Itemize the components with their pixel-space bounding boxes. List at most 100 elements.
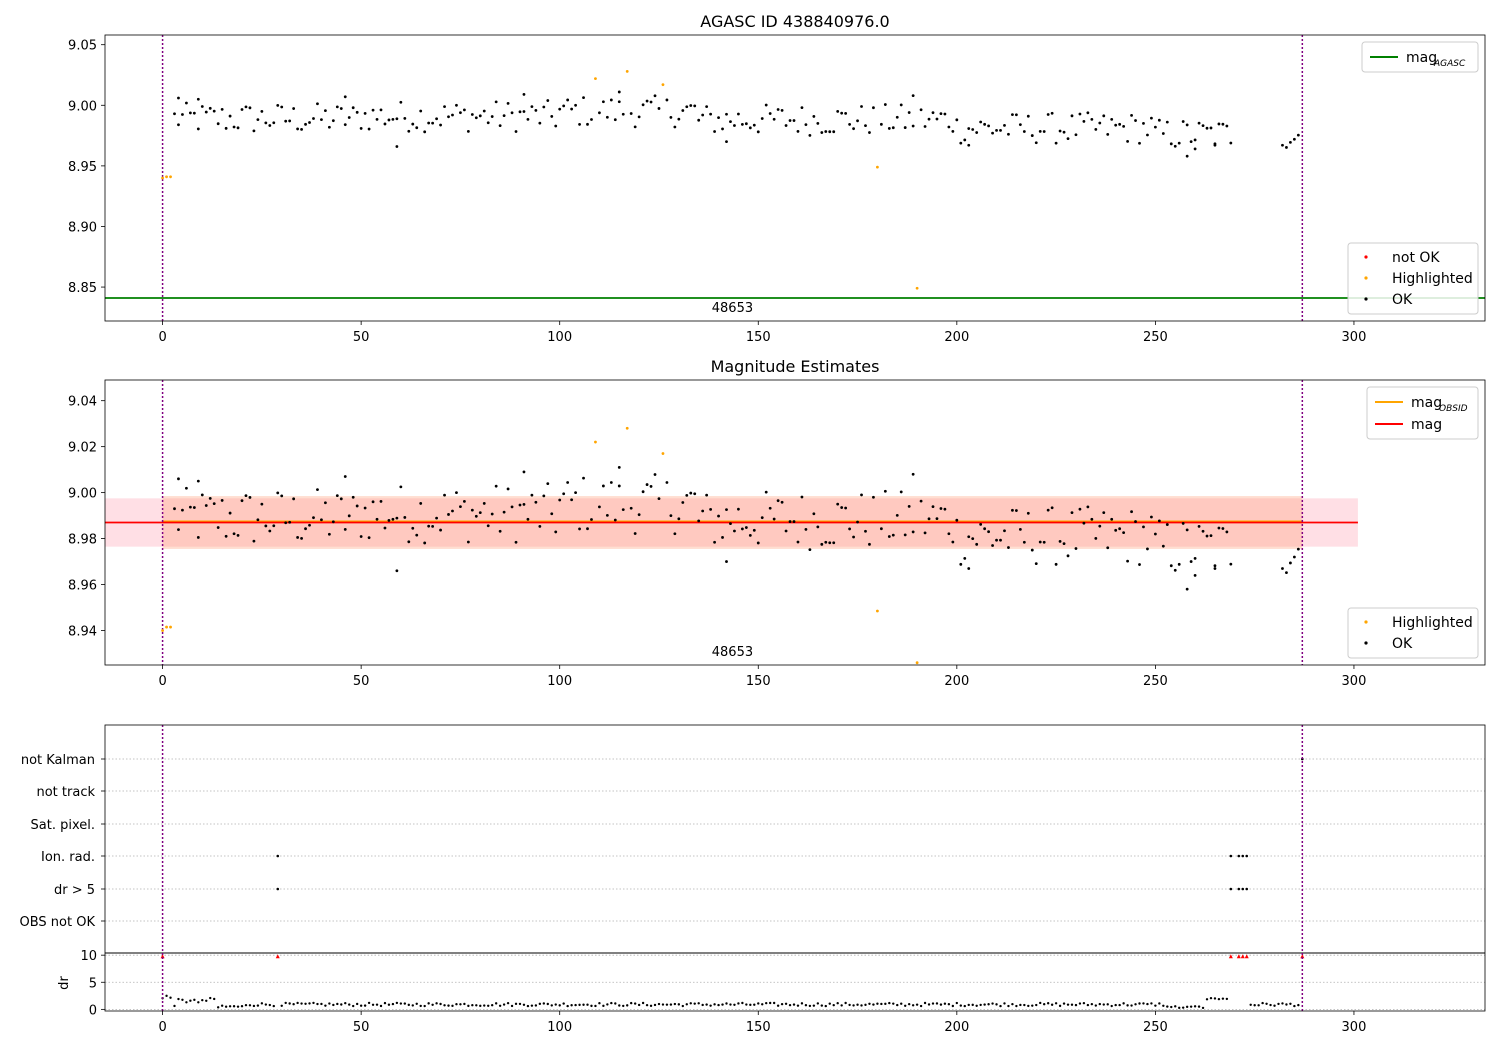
ok-point bbox=[1181, 120, 1185, 123]
dr-point bbox=[614, 1002, 617, 1005]
ok-point bbox=[216, 122, 220, 126]
ok-point bbox=[792, 520, 796, 523]
flag-point bbox=[1241, 854, 1245, 858]
dr-point bbox=[860, 1004, 863, 1007]
dr-point bbox=[1201, 1006, 1205, 1010]
dr-point bbox=[709, 1004, 712, 1007]
flag-label: Sat. pixel. bbox=[31, 818, 95, 833]
ok-point bbox=[828, 541, 832, 545]
panel-flags: not Kalman not track Sat. pixel. Ion. rad. d… bbox=[20, 724, 1486, 1035]
ok-point bbox=[240, 108, 244, 111]
ok-point bbox=[292, 107, 296, 110]
highlighted-point bbox=[915, 286, 919, 290]
dr-point bbox=[1007, 1004, 1010, 1008]
dr-point bbox=[856, 1003, 859, 1006]
ok-point bbox=[721, 536, 724, 539]
ok-point bbox=[462, 108, 466, 112]
ok-point bbox=[975, 131, 979, 134]
dr-point bbox=[836, 1002, 839, 1005]
dr-point bbox=[205, 999, 208, 1003]
dr-point bbox=[213, 997, 216, 1001]
ok-point bbox=[971, 128, 975, 131]
ok-point bbox=[522, 502, 526, 506]
ok-point bbox=[717, 116, 720, 120]
ok-point bbox=[526, 517, 530, 521]
ok-point bbox=[185, 101, 188, 105]
ok-point bbox=[899, 490, 903, 494]
dr-point bbox=[1114, 1003, 1117, 1007]
ok-point bbox=[367, 536, 371, 540]
dr-point bbox=[796, 1004, 800, 1007]
x-tick-label: 300 bbox=[1342, 1020, 1367, 1035]
ok-point bbox=[455, 103, 458, 107]
dr-point bbox=[1011, 1002, 1014, 1006]
ok-point bbox=[1094, 128, 1098, 131]
dr-point bbox=[911, 1004, 915, 1007]
dr-point bbox=[328, 1002, 331, 1005]
ok-point bbox=[1054, 141, 1058, 145]
dr-point bbox=[1261, 1001, 1264, 1005]
dr-point bbox=[1189, 1005, 1193, 1008]
ok-point bbox=[808, 133, 812, 137]
ok-point bbox=[570, 107, 574, 111]
x-tick-label: 150 bbox=[746, 674, 771, 689]
ok-point bbox=[550, 512, 554, 516]
ok-point bbox=[1229, 562, 1233, 566]
dr-point bbox=[622, 1004, 625, 1008]
ok-point bbox=[1146, 547, 1149, 551]
dr-point bbox=[582, 1003, 585, 1006]
flag-label: dr > 5 bbox=[54, 883, 95, 898]
dr-point bbox=[1269, 1003, 1272, 1007]
dr-point bbox=[776, 1004, 780, 1007]
ok-point bbox=[1169, 142, 1173, 146]
flag-label: not track bbox=[36, 785, 95, 800]
flag-label: OBS not OK bbox=[20, 915, 96, 930]
ok-point bbox=[713, 540, 716, 544]
dr-clipped-marker bbox=[1236, 954, 1241, 959]
ok-point bbox=[729, 120, 732, 124]
ok-point bbox=[967, 535, 971, 539]
dr-point bbox=[280, 1004, 283, 1007]
dr-point bbox=[1098, 1002, 1101, 1006]
ok-point bbox=[1161, 132, 1165, 135]
dr-point bbox=[419, 1004, 422, 1008]
dr-point bbox=[260, 1002, 264, 1005]
ok-point bbox=[1022, 130, 1026, 133]
ok-point bbox=[995, 128, 998, 132]
ok-point bbox=[1138, 563, 1141, 566]
dr-point bbox=[355, 1002, 359, 1006]
ok-point bbox=[300, 128, 303, 131]
dr-point bbox=[284, 1001, 287, 1005]
ok-point bbox=[474, 116, 478, 120]
dr-point bbox=[1297, 1003, 1300, 1007]
dr-point bbox=[1086, 1003, 1090, 1007]
ok-point bbox=[685, 493, 689, 497]
ok-point bbox=[296, 127, 300, 131]
ok-point bbox=[574, 491, 577, 495]
ok-point bbox=[1062, 542, 1066, 546]
dr-point bbox=[749, 1003, 752, 1007]
ok-point bbox=[220, 108, 224, 111]
x-tick-label: 50 bbox=[353, 330, 370, 345]
ok-point bbox=[864, 529, 867, 533]
dr-point bbox=[657, 1002, 661, 1006]
ok-point bbox=[860, 105, 863, 108]
dr-point bbox=[661, 1003, 665, 1006]
ok-point bbox=[681, 501, 685, 504]
ok-point bbox=[895, 513, 899, 517]
dr-point bbox=[459, 1003, 462, 1006]
flag-point bbox=[1229, 854, 1233, 858]
ok-point bbox=[598, 505, 601, 509]
ok-point bbox=[1114, 123, 1118, 127]
dr-point bbox=[705, 1003, 708, 1006]
ok-point bbox=[554, 124, 558, 128]
dr-point bbox=[463, 1002, 466, 1006]
ok-point bbox=[204, 110, 208, 114]
ok-point bbox=[1217, 526, 1221, 530]
ok-point bbox=[391, 117, 395, 121]
ok-point bbox=[1134, 119, 1137, 122]
dr-point bbox=[1178, 1006, 1181, 1010]
ok-point bbox=[439, 123, 442, 127]
dr-point bbox=[967, 1003, 970, 1007]
dr-point bbox=[415, 1002, 418, 1005]
